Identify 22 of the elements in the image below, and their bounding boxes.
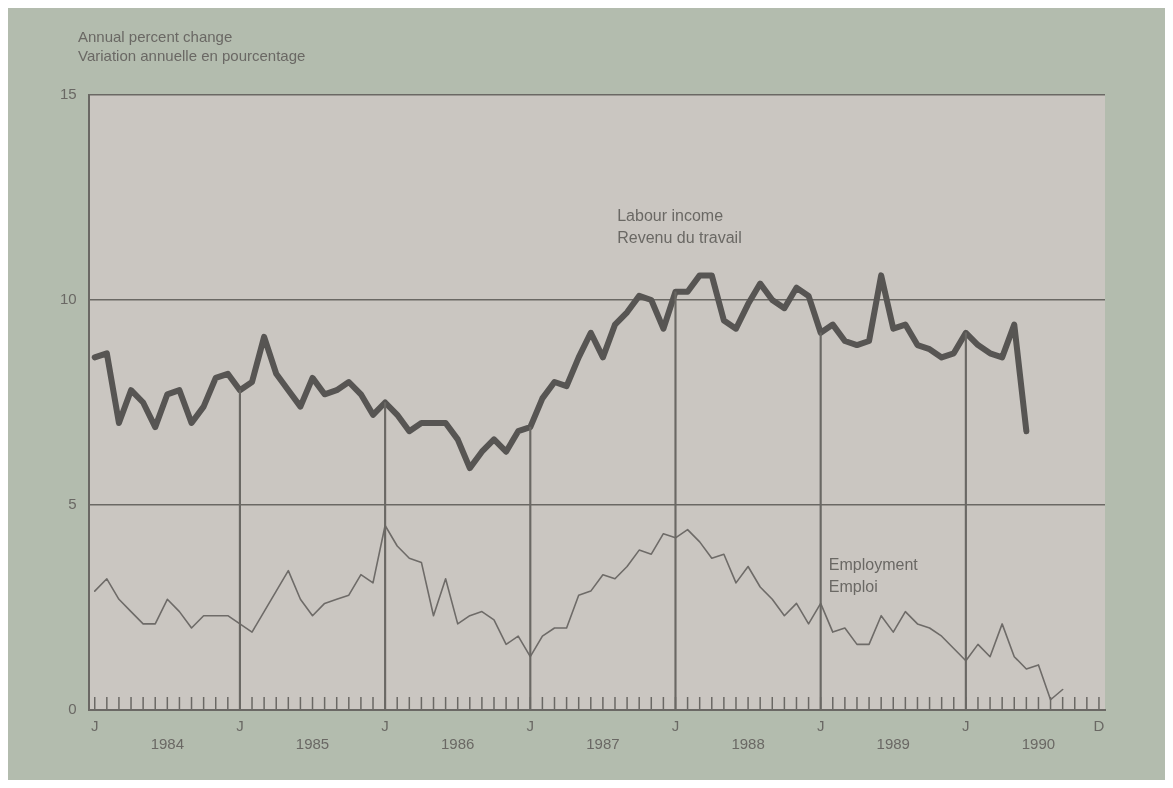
x-tick-label: 1990 [1021, 735, 1056, 753]
x-tick-label: J [381, 717, 389, 735]
x-tick-label: 1989 [876, 735, 910, 753]
y-tick-label: 5 [68, 495, 77, 513]
x-tick-label: J [90, 717, 99, 735]
x-tick-label: J [816, 717, 825, 735]
x-tick-label: J [671, 717, 680, 735]
x-tick-label: 1988 [731, 735, 765, 753]
series-label: Employment Emploi [828, 556, 919, 595]
x-tick-label: 1984 [150, 735, 185, 753]
y-tick-label: 0 [68, 700, 77, 718]
y-axis-title: Annual percent change Variation annuelle en pourcentage [78, 28, 306, 64]
y-tick-label: 10 [60, 290, 77, 308]
x-tick-label: J [962, 717, 970, 735]
x-tick-label: 1986 [441, 735, 475, 753]
y-tick-label: 15 [60, 85, 77, 103]
x-tick-label: 1985 [295, 735, 330, 753]
text: Labour income Revenu du travail [617, 206, 742, 246]
x-tick-label: J [526, 717, 535, 735]
x-tick-label: J [236, 717, 244, 735]
x-tick-label: 1987 [586, 735, 620, 753]
x-tick-label: D [1093, 717, 1105, 735]
